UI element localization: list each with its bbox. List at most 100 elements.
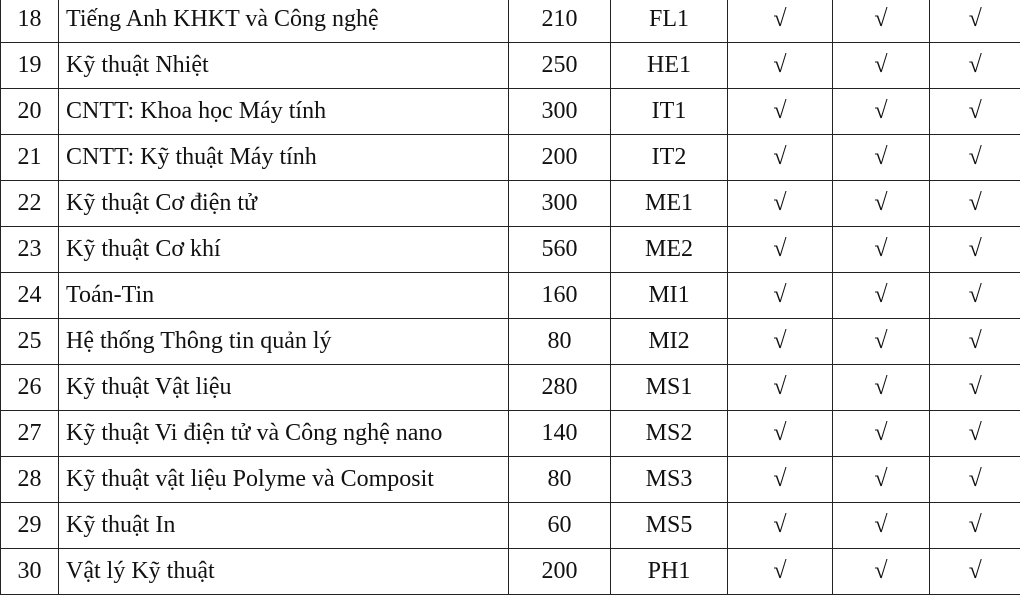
program-code: MS3	[610, 456, 728, 503]
check-mark: √	[727, 42, 833, 89]
program-name: Kỹ thuật Cơ điện tử	[58, 180, 509, 227]
program-code: IT2	[610, 134, 728, 181]
check-mark: √	[832, 364, 930, 411]
check-mark: √	[929, 272, 1020, 319]
table-row: 24 Toán-Tin 160 MI1 √ √ √	[0, 272, 1020, 319]
check-mark: √	[727, 134, 833, 181]
check-mark: √	[929, 548, 1020, 595]
row-number: 28	[0, 456, 59, 503]
quota: 300	[508, 88, 611, 135]
row-number: 26	[0, 364, 59, 411]
check-mark: √	[832, 548, 930, 595]
check-mark: √	[929, 502, 1020, 549]
program-name: CNTT: Khoa học Máy tính	[58, 88, 509, 135]
program-name: Kỹ thuật In	[58, 502, 509, 549]
table-row: 19 Kỹ thuật Nhiệt 250 HE1 √ √ √	[0, 42, 1020, 89]
table-row: 25 Hệ thống Thông tin quản lý 80 MI2 √ √ √	[0, 318, 1020, 365]
row-number: 23	[0, 226, 59, 273]
program-code: MS5	[610, 502, 728, 549]
check-mark: √	[832, 88, 930, 135]
check-mark: √	[727, 88, 833, 135]
quota: 300	[508, 180, 611, 227]
quota: 60	[508, 502, 611, 549]
table-row: 20 CNTT: Khoa học Máy tính 300 IT1 √ √ √	[0, 88, 1020, 135]
program-name: Kỹ thuật Vi điện tử và Công nghệ nano	[58, 410, 509, 457]
table-row: 21 CNTT: Kỹ thuật Máy tính 200 IT2 √ √ √	[0, 134, 1020, 181]
quota: 210	[508, 0, 611, 43]
program-name: Vật lý Kỹ thuật	[58, 548, 509, 595]
check-mark: √	[929, 180, 1020, 227]
check-mark: √	[929, 410, 1020, 457]
table-row: 26 Kỹ thuật Vật liệu 280 MS1 √ √ √	[0, 364, 1020, 411]
row-number: 19	[0, 42, 59, 89]
check-mark: √	[929, 134, 1020, 181]
check-mark: √	[832, 410, 930, 457]
row-number: 30	[0, 548, 59, 595]
program-name: CNTT: Kỹ thuật Máy tính	[58, 134, 509, 181]
check-mark: √	[727, 226, 833, 273]
check-mark: √	[832, 226, 930, 273]
check-mark: √	[832, 502, 930, 549]
check-mark: √	[832, 456, 930, 503]
program-code: MI1	[610, 272, 728, 319]
quota: 200	[508, 548, 611, 595]
quota: 80	[508, 456, 611, 503]
program-name: Kỹ thuật Cơ khí	[58, 226, 509, 273]
check-mark: √	[727, 410, 833, 457]
program-name: Kỹ thuật vật liệu Polyme và Composit	[58, 456, 509, 503]
program-name: Tiếng Anh KHKT và Công nghệ	[58, 0, 509, 43]
check-mark: √	[727, 0, 833, 43]
program-code: HE1	[610, 42, 728, 89]
row-number: 27	[0, 410, 59, 457]
row-number: 20	[0, 88, 59, 135]
table-row: 18 Tiếng Anh KHKT và Công nghệ 210 FL1 √ √ √	[0, 0, 1020, 43]
quota: 250	[508, 42, 611, 89]
check-mark: √	[929, 318, 1020, 365]
check-mark: √	[929, 456, 1020, 503]
quota: 160	[508, 272, 611, 319]
program-name: Toán-Tin	[58, 272, 509, 319]
quota: 140	[508, 410, 611, 457]
row-number: 22	[0, 180, 59, 227]
quota: 560	[508, 226, 611, 273]
check-mark: √	[929, 226, 1020, 273]
program-code: FL1	[610, 0, 728, 43]
quota: 200	[508, 134, 611, 181]
table-row: 28 Kỹ thuật vật liệu Polyme và Composit 80…	[0, 456, 1020, 503]
quota: 80	[508, 318, 611, 365]
check-mark: √	[727, 272, 833, 319]
check-mark: √	[727, 548, 833, 595]
program-name: Kỹ thuật Vật liệu	[58, 364, 509, 411]
check-mark: √	[832, 272, 930, 319]
program-name: Kỹ thuật Nhiệt	[58, 42, 509, 89]
program-name: Hệ thống Thông tin quản lý	[58, 318, 509, 365]
check-mark: √	[929, 0, 1020, 43]
check-mark: √	[832, 42, 930, 89]
table-row: 29 Kỹ thuật In 60 MS5 √ √ √	[0, 502, 1020, 549]
check-mark: √	[832, 134, 930, 181]
check-mark: √	[929, 364, 1020, 411]
program-code: ME1	[610, 180, 728, 227]
program-code: ME2	[610, 226, 728, 273]
check-mark: √	[727, 180, 833, 227]
row-number: 18	[0, 0, 59, 43]
check-mark: √	[929, 88, 1020, 135]
row-number: 24	[0, 272, 59, 319]
check-mark: √	[727, 364, 833, 411]
program-code: MS1	[610, 364, 728, 411]
program-code: PH1	[610, 548, 728, 595]
check-mark: √	[832, 0, 930, 43]
program-code: IT1	[610, 88, 728, 135]
table-row: 30 Vật lý Kỹ thuật 200 PH1 √ √ √	[0, 548, 1020, 595]
check-mark: √	[929, 42, 1020, 89]
table-row: 27 Kỹ thuật Vi điện tử và Công nghệ nano 1…	[0, 410, 1020, 457]
row-number: 25	[0, 318, 59, 365]
row-number: 21	[0, 134, 59, 181]
check-mark: √	[727, 318, 833, 365]
table-row: 23 Kỹ thuật Cơ khí 560 ME2 √ √ √	[0, 226, 1020, 273]
row-number: 29	[0, 502, 59, 549]
check-mark: √	[727, 502, 833, 549]
